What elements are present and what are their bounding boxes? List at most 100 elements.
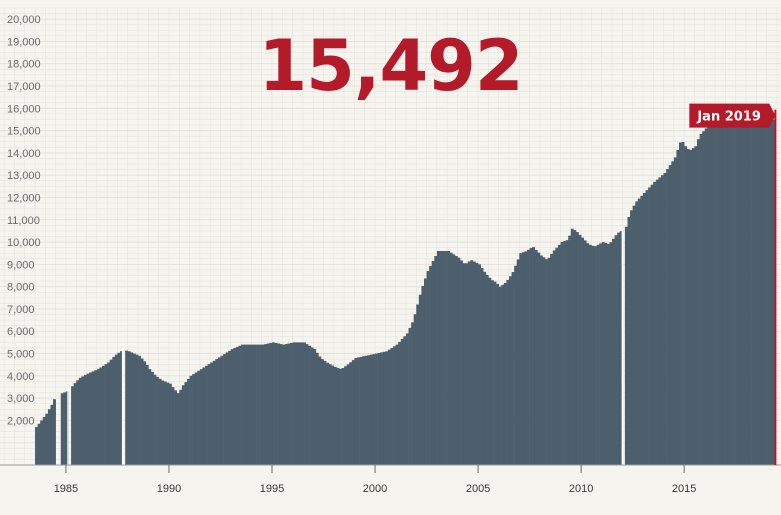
bar [107, 362, 111, 465]
bar [516, 259, 520, 465]
bar [578, 234, 582, 465]
bar [570, 228, 574, 465]
bar [704, 128, 708, 465]
bar [290, 342, 293, 465]
bar [127, 351, 131, 465]
bar [344, 366, 348, 465]
bar [751, 121, 754, 465]
bar [60, 393, 64, 465]
y-tick-label: 19,000 [7, 36, 41, 48]
bar [210, 362, 214, 465]
bar [403, 336, 407, 465]
bar [421, 285, 425, 465]
bar [632, 205, 636, 465]
bar [390, 347, 394, 465]
bar [689, 149, 693, 465]
bar [181, 385, 185, 465]
bar [375, 353, 378, 465]
bar [47, 409, 51, 465]
bar [447, 250, 451, 465]
bar [617, 232, 621, 465]
y-tick-label: 7,000 [7, 304, 35, 316]
bar [323, 360, 327, 465]
bar [150, 371, 154, 465]
bar [153, 374, 157, 465]
bar [148, 369, 152, 465]
bar [596, 244, 600, 465]
x-tick-label: 2005 [466, 483, 490, 495]
bar [300, 342, 304, 465]
bar [187, 378, 190, 465]
bar [382, 351, 386, 465]
x-tick-label: 2010 [569, 483, 593, 495]
bar [94, 370, 98, 465]
bar [764, 120, 767, 465]
bar [460, 260, 463, 465]
bar [640, 195, 644, 465]
bar [40, 420, 44, 465]
bar [709, 126, 713, 466]
bar [354, 358, 358, 465]
bar [156, 376, 159, 465]
bar [434, 256, 438, 465]
bar [568, 235, 572, 465]
bar [485, 274, 489, 465]
bar [145, 364, 149, 465]
y-tick-label: 14,000 [7, 148, 41, 160]
bar [251, 344, 255, 465]
bar [73, 383, 77, 465]
x-tick-label: 2000 [363, 483, 387, 495]
bar [545, 259, 548, 465]
bar [483, 271, 487, 465]
bar [521, 252, 525, 465]
bar [663, 172, 667, 465]
bar [727, 121, 731, 465]
bar [387, 349, 391, 465]
bar [369, 354, 373, 465]
bar [357, 357, 360, 465]
bar [756, 120, 760, 465]
bar [364, 355, 368, 465]
bar [351, 360, 355, 465]
bar [284, 344, 288, 465]
y-tick-label: 16,000 [7, 103, 41, 115]
bar [771, 119, 775, 465]
bar [503, 282, 507, 465]
bar [627, 216, 631, 465]
y-tick-label: 8,000 [7, 282, 35, 294]
y-tick-label: 2,000 [7, 415, 35, 427]
bar [436, 250, 440, 465]
bar [658, 177, 662, 466]
bar [102, 365, 105, 465]
bar [202, 367, 206, 465]
bar [81, 376, 85, 465]
bar [341, 368, 345, 465]
bar [367, 355, 371, 465]
bar [671, 161, 675, 465]
bar [601, 242, 605, 465]
bar [171, 387, 175, 465]
y-tick-label: 4,000 [7, 371, 35, 383]
bar [527, 249, 530, 465]
bar [725, 121, 729, 465]
bar [125, 350, 129, 465]
bar [583, 240, 587, 465]
bar [395, 344, 399, 465]
bar [653, 181, 657, 465]
bar [542, 257, 546, 465]
bar [215, 359, 219, 465]
bar [220, 355, 224, 465]
bar [248, 344, 252, 465]
bar [655, 179, 659, 465]
bar [228, 350, 232, 465]
y-tick-label: 5,000 [7, 349, 35, 361]
bar [606, 243, 610, 465]
bar [83, 374, 87, 465]
bar [117, 352, 121, 465]
bar [305, 344, 309, 465]
x-tick-label: 1985 [54, 483, 78, 495]
bar [449, 252, 453, 465]
bar [405, 333, 409, 465]
y-tick-label: 10,000 [7, 237, 41, 249]
